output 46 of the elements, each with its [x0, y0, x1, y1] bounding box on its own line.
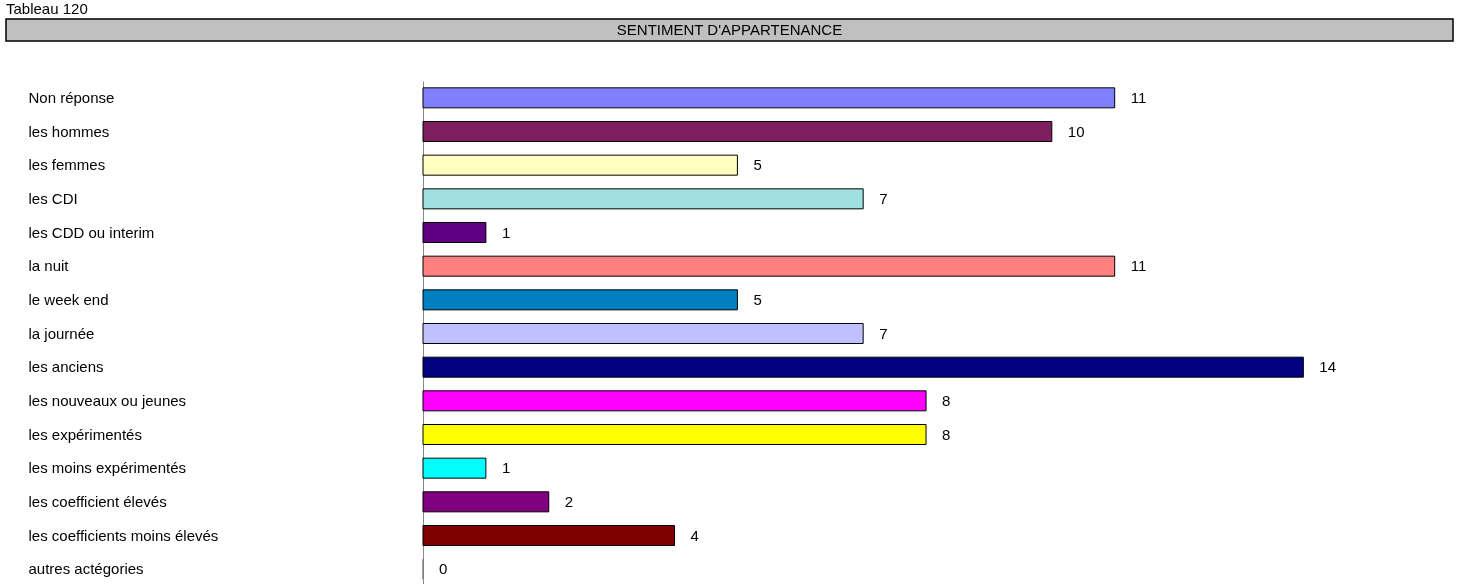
- data-label: 1: [501, 459, 511, 477]
- bar: [422, 424, 927, 445]
- data-label: 7: [879, 189, 888, 207]
- data-label: 1: [501, 223, 511, 241]
- y-tick-label: autres actégories: [28, 560, 144, 578]
- y-tick-label: les expérimentés: [28, 425, 142, 443]
- bar: [422, 255, 1116, 277]
- bar: [422, 188, 864, 210]
- data-label: 5: [753, 290, 762, 308]
- data-label: 2: [564, 492, 574, 510]
- y-tick-label: les coefficients moins élevés: [28, 526, 219, 544]
- y-tick-label: les nouveaux ou jeunes: [28, 391, 187, 409]
- y-tick-label: la nuit: [28, 257, 70, 275]
- bar: [422, 121, 1053, 142]
- chart-title: SENTIMENT D'APPARTENANCE: [616, 21, 843, 38]
- bar: [422, 525, 676, 546]
- data-label: 10: [1067, 122, 1085, 140]
- bar: [422, 457, 487, 479]
- y-tick-label: les anciens: [28, 358, 104, 376]
- y-tick-label: les moins expérimentés: [28, 459, 187, 477]
- bar: [422, 356, 1304, 378]
- y-tick-label: les hommes: [28, 122, 110, 140]
- text: Tableau 120: [6, 0, 88, 17]
- data-label: 8: [942, 391, 951, 409]
- data-label: 8: [942, 425, 951, 443]
- bar: [422, 289, 738, 311]
- data-label: 11: [1130, 257, 1147, 275]
- data-label: 5: [753, 156, 762, 174]
- bar: [422, 87, 1116, 109]
- bar: [422, 222, 487, 243]
- y-tick-label: les CDI: [28, 189, 78, 207]
- y-tick-label: les CDD ou interim: [28, 223, 155, 241]
- bar: [422, 323, 864, 344]
- bar: [422, 491, 550, 513]
- data-label: 11: [1130, 88, 1147, 106]
- y-tick-label: le week end: [28, 290, 109, 308]
- data-label: 4: [690, 526, 699, 544]
- bar: [422, 390, 927, 412]
- y-tick-label: Non réponse: [28, 88, 115, 106]
- y-tick-label: les femmes: [28, 156, 106, 174]
- data-label: 7: [879, 324, 888, 342]
- bar: [422, 154, 738, 176]
- y-tick-label: la journée: [28, 324, 95, 342]
- data-label: 14: [1319, 358, 1337, 376]
- y-tick-label: les coefficient élevés: [28, 492, 167, 510]
- data-label: 0: [439, 560, 448, 578]
